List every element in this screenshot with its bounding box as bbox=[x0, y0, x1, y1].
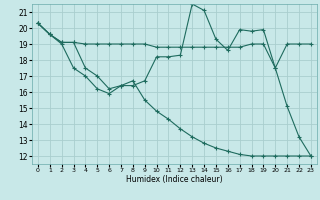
X-axis label: Humidex (Indice chaleur): Humidex (Indice chaleur) bbox=[126, 175, 223, 184]
